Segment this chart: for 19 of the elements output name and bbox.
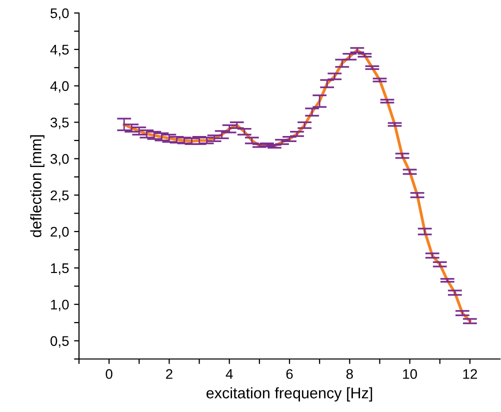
y-tick-label: 2,0 — [50, 226, 69, 238]
y-tick-label: 1,5 — [51, 263, 69, 275]
x-tick-label: 12 — [463, 369, 477, 379]
y-tick-label: 3,5 — [50, 118, 69, 130]
y-tick-label: 5,0 — [50, 8, 69, 20]
x-tick-label: 10 — [403, 369, 417, 379]
x-tick-label: 8 — [346, 369, 353, 379]
x-axis-title: excitation frequency [Hz] — [206, 387, 372, 402]
x-tick-label: 4 — [226, 369, 233, 379]
x-tick-label: 6 — [286, 369, 293, 379]
y-tick-label: 2,5 — [50, 190, 69, 202]
y-tick-label: 1,0 — [51, 300, 69, 312]
y-axis-title: deflection [mm] — [30, 135, 44, 238]
x-tick-label: 2 — [166, 369, 172, 379]
x-tick-label: 0 — [106, 369, 112, 379]
y-tick-label: 0,5 — [50, 336, 69, 348]
y-tick-label: 4,5 — [50, 44, 69, 56]
y-tick-label: 3,0 — [50, 154, 69, 166]
y-tick-label: 4,0 — [50, 81, 69, 93]
